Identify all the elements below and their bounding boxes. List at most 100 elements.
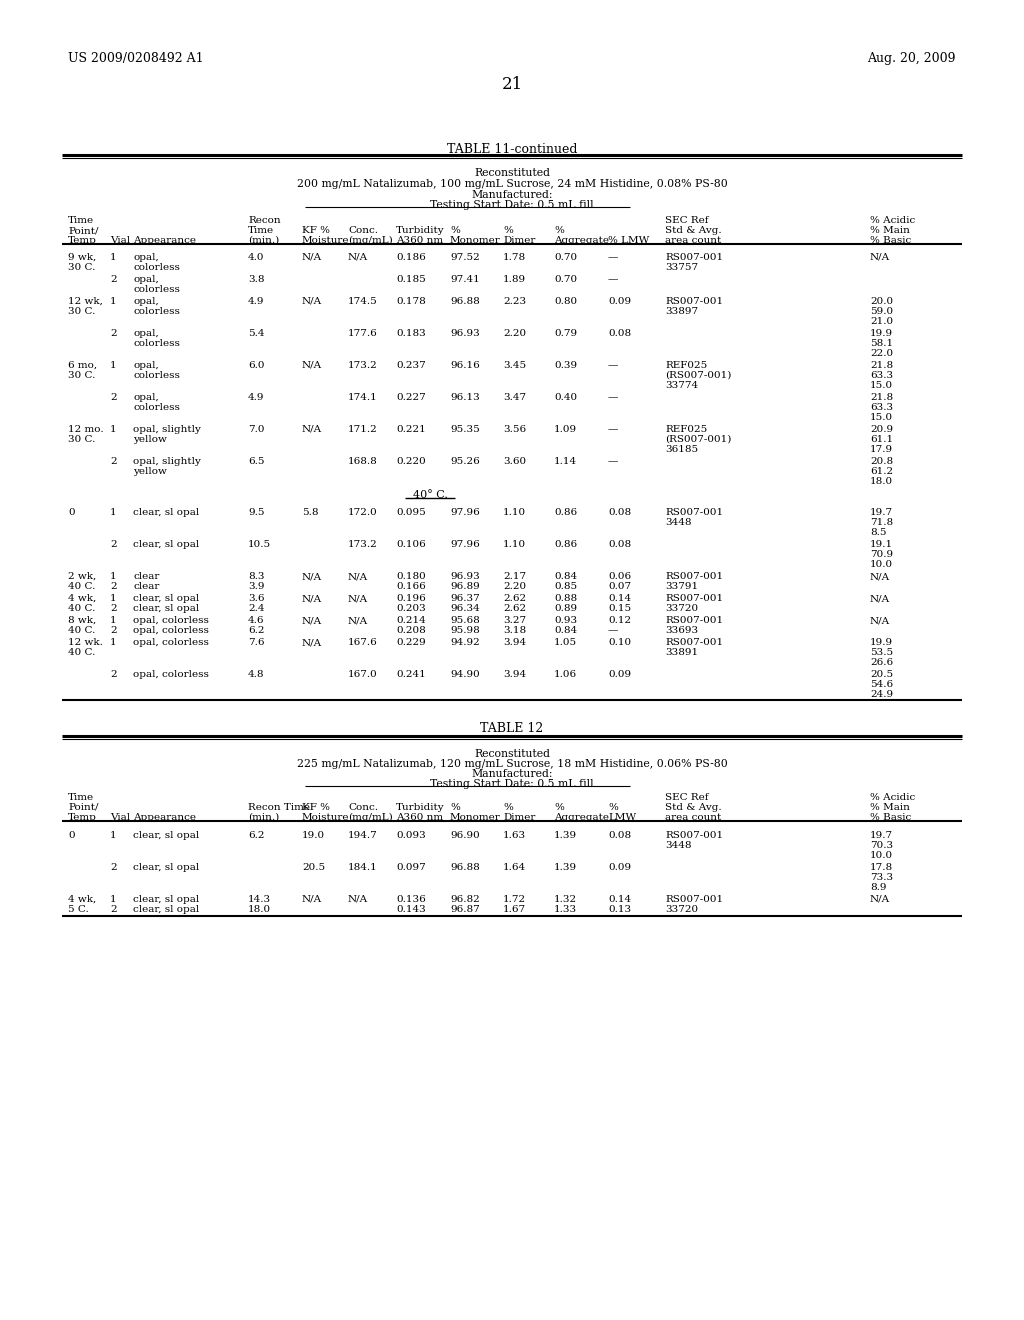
Text: 2: 2 [110,540,117,549]
Text: N/A: N/A [870,616,890,624]
Text: 0.79: 0.79 [554,329,578,338]
Text: 6.0: 6.0 [248,360,264,370]
Text: 0.09: 0.09 [608,671,631,678]
Text: 94.90: 94.90 [450,671,480,678]
Text: % Basic: % Basic [870,236,911,246]
Text: 0.143: 0.143 [396,906,426,913]
Text: 10.0: 10.0 [870,560,893,569]
Text: 1: 1 [110,297,117,306]
Text: 18.0: 18.0 [248,906,271,913]
Text: 4.8: 4.8 [248,671,264,678]
Text: 1.63: 1.63 [503,832,526,840]
Text: RS007-001: RS007-001 [665,297,723,306]
Text: N/A: N/A [348,594,368,603]
Text: Conc.: Conc. [348,803,378,812]
Text: 0.221: 0.221 [396,425,426,434]
Text: 96.90: 96.90 [450,832,480,840]
Text: 4.6: 4.6 [248,616,264,624]
Text: clear, sl opal: clear, sl opal [133,832,200,840]
Text: 1: 1 [110,638,117,647]
Text: 0: 0 [68,508,75,517]
Text: 20.9: 20.9 [870,425,893,434]
Text: 172.0: 172.0 [348,508,378,517]
Text: REF025: REF025 [665,425,708,434]
Text: 54.6: 54.6 [870,680,893,689]
Text: N/A: N/A [302,594,323,603]
Text: 0.86: 0.86 [554,540,578,549]
Text: 73.3: 73.3 [870,873,893,882]
Text: 15.0: 15.0 [870,381,893,389]
Text: N/A: N/A [348,616,368,624]
Text: Std & Avg.: Std & Avg. [665,803,722,812]
Text: 2: 2 [110,671,117,678]
Text: opal, slightly: opal, slightly [133,457,201,466]
Text: 12 wk,: 12 wk, [68,297,102,306]
Text: N/A: N/A [302,360,323,370]
Text: 20.5: 20.5 [302,863,326,873]
Text: A360 nm: A360 nm [396,813,443,822]
Text: N/A: N/A [302,638,323,647]
Text: 19.9: 19.9 [870,329,893,338]
Text: 33891: 33891 [665,648,698,657]
Text: 19.7: 19.7 [870,508,893,517]
Text: Vial: Vial [110,813,130,822]
Text: 96.16: 96.16 [450,360,480,370]
Text: (RS007-001): (RS007-001) [665,371,731,380]
Text: Temp: Temp [68,236,97,246]
Text: 33693: 33693 [665,626,698,635]
Text: —: — [608,425,618,434]
Text: 7.6: 7.6 [248,638,264,647]
Text: clear: clear [133,582,160,591]
Text: 1.09: 1.09 [554,425,578,434]
Text: 40° C.: 40° C. [413,490,447,500]
Text: 70.3: 70.3 [870,841,893,850]
Text: 5 C.: 5 C. [68,906,89,913]
Text: 184.1: 184.1 [348,863,378,873]
Text: Reconstituted: Reconstituted [474,168,550,178]
Text: 63.3: 63.3 [870,371,893,380]
Text: 5.4: 5.4 [248,329,264,338]
Text: 0.08: 0.08 [608,540,631,549]
Text: Time: Time [68,793,94,803]
Text: colorless: colorless [133,403,180,412]
Text: 0.14: 0.14 [608,895,631,904]
Text: 96.13: 96.13 [450,393,480,403]
Text: 0.185: 0.185 [396,275,426,284]
Text: RS007-001: RS007-001 [665,616,723,624]
Text: 8.9: 8.9 [870,883,887,892]
Text: Dimer: Dimer [503,813,536,822]
Text: yellow: yellow [133,436,167,444]
Text: Testing Start Date: 0.5 mL fill: Testing Start Date: 0.5 mL fill [430,779,594,789]
Text: 0.14: 0.14 [608,594,631,603]
Text: 0.180: 0.180 [396,572,426,581]
Text: Recon Time: Recon Time [248,803,310,812]
Text: N/A: N/A [302,297,323,306]
Text: 4 wk,: 4 wk, [68,895,96,904]
Text: 33720: 33720 [665,906,698,913]
Text: % Acidic: % Acidic [870,793,915,803]
Text: 0.84: 0.84 [554,572,578,581]
Text: 1.89: 1.89 [503,275,526,284]
Text: 0: 0 [68,832,75,840]
Text: % LMW: % LMW [608,236,649,246]
Text: 96.34: 96.34 [450,605,480,612]
Text: 19.0: 19.0 [302,832,326,840]
Text: 167.6: 167.6 [348,638,378,647]
Text: (min.): (min.) [248,813,280,822]
Text: 33720: 33720 [665,605,698,612]
Text: 0.220: 0.220 [396,457,426,466]
Text: SEC Ref: SEC Ref [665,216,709,224]
Text: 0.80: 0.80 [554,297,578,306]
Text: 53.5: 53.5 [870,648,893,657]
Text: 3448: 3448 [665,517,691,527]
Text: —: — [608,393,618,403]
Text: 0.183: 0.183 [396,329,426,338]
Text: clear, sl opal: clear, sl opal [133,895,200,904]
Text: N/A: N/A [870,572,890,581]
Text: 40 C.: 40 C. [68,626,95,635]
Text: Aggregate: Aggregate [554,236,609,246]
Text: 97.96: 97.96 [450,508,480,517]
Text: 30 C.: 30 C. [68,263,95,272]
Text: 1: 1 [110,360,117,370]
Text: 20.8: 20.8 [870,457,893,466]
